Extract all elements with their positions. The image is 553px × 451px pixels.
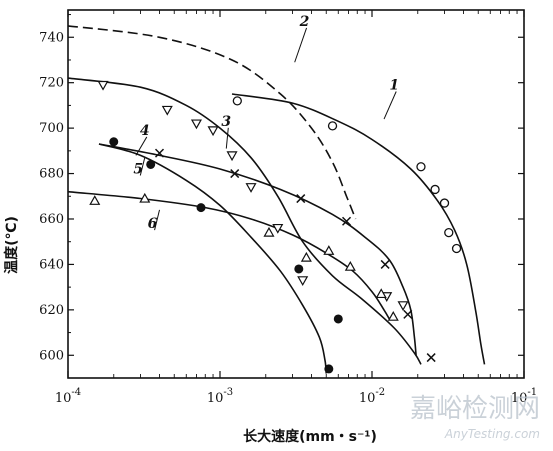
cross-stroke [380, 259, 390, 269]
label-pointer [135, 136, 148, 156]
curve-4-point [109, 137, 119, 147]
curve-5-point [154, 148, 165, 158]
plot-border [67, 9, 525, 379]
series-markers [89, 80, 462, 374]
curve-3-point [190, 119, 202, 130]
y-tick-label: 700 [39, 121, 64, 136]
curve-1-point [416, 162, 426, 172]
curve-6-point [139, 192, 151, 203]
curve-1-point [430, 184, 440, 195]
x-tick-exponent: -2 [375, 387, 385, 398]
cross-stroke [154, 148, 165, 158]
curve-3-point [397, 301, 409, 312]
curve-5-point [380, 259, 390, 269]
curve-3-point [272, 223, 284, 234]
curve-1-point [439, 198, 450, 208]
curve-3-point [161, 105, 173, 116]
curve-6-point [375, 288, 387, 299]
watermark-main: 嘉峪检测网 [410, 394, 540, 424]
curve-5-point [342, 216, 352, 226]
label-pointer [294, 27, 308, 63]
curve-label-2: 2 [299, 14, 310, 30]
y-tick-label: 660 [39, 212, 64, 227]
y-axis-title: 温度(℃) [3, 216, 20, 274]
cross-stroke [342, 216, 352, 226]
x-tick-base: 10 [359, 391, 376, 406]
curve-3-point [297, 276, 309, 287]
curve-4-point [196, 203, 206, 213]
y-tick-label: 680 [39, 167, 64, 182]
x-tick-label: 10-2 [359, 387, 385, 406]
curve-5-point [296, 194, 306, 204]
curve-labels: 1 2 3 4 5 6 [133, 14, 399, 232]
curve-4-point [294, 264, 304, 274]
curve-6-point [300, 251, 312, 262]
watermark-sub: AnyTesting.com [444, 427, 540, 441]
x-axis-title: 长大速度(mm・s⁻¹) [243, 428, 377, 445]
x-tick-exponent: -1 [527, 387, 537, 398]
curve-1-point [232, 96, 242, 106]
curve-1-point [444, 227, 454, 238]
cross-stroke [230, 169, 240, 179]
curve-6-point [323, 245, 335, 255]
curve-label-5: 5 [133, 162, 143, 178]
label-pointer [225, 127, 229, 149]
curve-3-point [207, 126, 219, 137]
y-axis-ticks: 600 620 640 660 680 700 720 740 [39, 14, 524, 363]
curve-6-point [89, 195, 101, 205]
cross-stroke [403, 309, 413, 319]
curve-4-line [98, 143, 327, 374]
y-tick-label: 600 [39, 348, 64, 363]
y-tick-label: 740 [39, 30, 64, 45]
curve-4-point [324, 364, 334, 374]
curve-1-line [231, 93, 486, 365]
x-tick-base: 10 [511, 391, 528, 406]
curve-2-line [67, 25, 357, 220]
curve-3-point [97, 80, 109, 91]
cross-stroke [296, 194, 306, 204]
y-tick-label: 720 [39, 76, 64, 91]
x-axis-ticks: 10-4 10-3 10-2 10-1 [55, 10, 537, 406]
label-pointer [139, 157, 146, 176]
curve-label-3: 3 [221, 114, 231, 130]
x-tick-base: 10 [207, 391, 224, 406]
curve-3-point [245, 183, 257, 193]
curve-5-point [403, 309, 413, 319]
plot-frame [67, 9, 525, 379]
series-curves [67, 25, 486, 374]
curve-6-point [387, 310, 399, 321]
curve-3-line [67, 77, 422, 365]
curve-6-line [67, 190, 390, 320]
x-tick-label: 10-3 [207, 387, 233, 406]
y-tick-label: 620 [39, 303, 64, 318]
label-pointer [154, 209, 160, 231]
curve-5-point [230, 169, 240, 179]
x-tick-exponent: -3 [223, 387, 233, 398]
curve-1-point [327, 121, 338, 131]
y-tick-label: 640 [39, 257, 64, 272]
curve-5-line [98, 143, 417, 356]
curve-5-point [426, 353, 436, 363]
x-tick-label: 10-4 [55, 387, 81, 406]
x-tick-base: 10 [55, 391, 72, 406]
curve-label-4: 4 [140, 123, 150, 139]
curve-6-point [344, 260, 356, 271]
curve-6-point [263, 226, 275, 237]
curve-3-point [226, 151, 238, 162]
curve-1-point [451, 243, 462, 254]
x-tick-exponent: -4 [71, 387, 81, 398]
curve-4-point [146, 159, 156, 169]
curve-label-1: 1 [389, 78, 399, 94]
x-tick-label: 10-1 [511, 387, 537, 406]
curve-4-point [333, 314, 343, 324]
curve-label-6: 6 [148, 216, 158, 232]
label-pointer [383, 91, 397, 120]
cross-stroke [426, 353, 436, 363]
